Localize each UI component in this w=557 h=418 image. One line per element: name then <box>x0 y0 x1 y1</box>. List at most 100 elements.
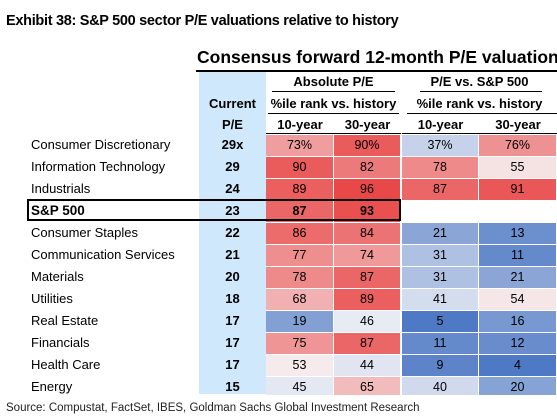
rel30-percentile-cell: 20 <box>479 377 556 395</box>
abs-10yr-header: 10-year <box>277 117 323 132</box>
relative-pe-header: P/E vs. S&P 500 <box>430 74 529 89</box>
abs-rank-underline <box>268 113 399 114</box>
abs-30yr-header: 30-year <box>344 117 391 132</box>
current-pe-value: 29 <box>225 159 240 174</box>
abs30-percentile-cell: 96 <box>334 179 400 200</box>
abs10-percentile-cell: 45 <box>266 377 333 395</box>
sector-name: Information Technology <box>31 159 166 174</box>
rel30-percentile-cell: 55 <box>479 157 556 178</box>
abs30-percentile-cell: 93 <box>334 201 400 222</box>
rel10-percentile-cell: 11 <box>402 333 478 354</box>
current-pe-value: 24 <box>225 181 240 196</box>
table-row: Financials 17 75 87 11 12 <box>27 332 557 354</box>
rel10-percentile-cell: 78 <box>402 157 478 178</box>
rel30-percentile-cell: 12 <box>479 333 556 354</box>
current-pe-value: 17 <box>225 335 240 350</box>
rel10-percentile-cell: 37% <box>402 135 478 156</box>
table-row: Consumer Staples 22 86 84 21 13 <box>27 222 557 244</box>
rel10-percentile-cell: 41 <box>402 289 478 310</box>
rel30-percentile-cell: 91 <box>479 179 556 200</box>
abs10-percentile-cell: 89 <box>266 179 333 200</box>
current-pe-value: 22 <box>225 225 240 240</box>
valuation-table: Consensus forward 12-month P/E valuation… <box>27 45 557 395</box>
abs10-percentile-cell: 78 <box>266 267 333 288</box>
sector-name: Materials <box>31 269 84 284</box>
sector-name: Industrials <box>31 181 91 196</box>
table-row: Energy 15 45 65 40 20 <box>27 376 557 395</box>
current-pe-value: 29x <box>221 137 244 152</box>
current-pe-value: 23 <box>225 203 240 218</box>
relative-pe-underline <box>420 91 542 92</box>
abs10-percentile-cell: 77 <box>266 245 333 266</box>
table-row: Communication Services 21 77 74 31 11 <box>27 244 557 266</box>
current-pe-column-shade <box>199 72 266 394</box>
table-row: Information Technology 29 90 82 78 55 <box>27 156 557 178</box>
sector-name: Consumer Staples <box>31 225 138 240</box>
abs30-percentile-cell: 74 <box>334 245 400 266</box>
table-row: Industrials 24 89 96 87 91 <box>27 178 557 200</box>
absolute-pe-underline <box>272 91 395 92</box>
current-pe-value: 17 <box>225 313 240 328</box>
current-pe-value: 18 <box>225 291 240 306</box>
sector-name: Consumer Discretionary <box>31 137 171 152</box>
source-note: Source: Compustat, FactSet, IBES, Goldma… <box>6 402 420 414</box>
title-rule <box>196 70 557 72</box>
table-title: Consensus forward 12-month P/E valuation <box>197 47 557 67</box>
abs10-percentile-cell: 73% <box>266 135 333 156</box>
rel10-percentile-cell: 9 <box>402 355 478 376</box>
abs10-percentile-cell: 53 <box>266 355 333 376</box>
table-row: S&P 500 23 87 93 <box>27 200 557 222</box>
table-row: Materials 20 78 87 31 21 <box>27 266 557 288</box>
abs10-percentile-cell: 90 <box>266 157 333 178</box>
sector-name: Financials <box>31 335 90 350</box>
section-divider <box>401 72 402 394</box>
rel10-percentile-cell: 87 <box>402 179 478 200</box>
rel10-percentile-cell: 31 <box>402 267 478 288</box>
rel10-percentile-cell: 5 <box>402 311 478 332</box>
header-rule <box>266 133 557 134</box>
abs30-percentile-cell: 46 <box>334 311 400 332</box>
abs10-percentile-cell: 75 <box>266 333 333 354</box>
current-pe-value: 17 <box>225 357 240 372</box>
abs10-percentile-cell: 68 <box>266 289 333 310</box>
abs30-percentile-cell: 84 <box>334 223 400 244</box>
rel-10yr-header: 10-year <box>417 117 464 132</box>
current-pe-value: 15 <box>225 379 240 394</box>
current-pe-value: 21 <box>225 247 240 262</box>
sector-name: Utilities <box>31 291 73 306</box>
table-row: Utilities 18 68 89 41 54 <box>27 288 557 310</box>
current-pe-value: 20 <box>225 269 240 284</box>
abs10-percentile-cell: 87 <box>266 201 333 222</box>
rel30-percentile-cell: 76% <box>479 135 556 156</box>
rel30-percentile-cell: 21 <box>479 267 556 288</box>
rel-30yr-header: 30-year <box>495 117 541 132</box>
abs30-percentile-cell: 87 <box>334 267 400 288</box>
table-row: Health Care 17 53 44 9 4 <box>27 354 557 376</box>
sector-name: Communication Services <box>31 247 175 262</box>
rel30-percentile-cell: 4 <box>479 355 556 376</box>
abs30-percentile-cell: 90% <box>334 135 400 156</box>
rel30-percentile-cell: 54 <box>479 289 556 310</box>
absolute-pe-header: Absolute P/E <box>293 74 374 89</box>
abs-rank-header: %ile rank vs. history <box>270 96 397 111</box>
rel-rank-header: %ile rank vs. history <box>416 96 543 111</box>
abs30-percentile-cell: 89 <box>334 289 400 310</box>
rel30-percentile-cell: 16 <box>479 311 556 332</box>
table-row: Consumer Discretionary 29x 73% 90% 37% 76% <box>27 134 557 156</box>
abs30-percentile-cell: 82 <box>334 157 400 178</box>
sector-name: Health Care <box>31 357 101 372</box>
abs30-percentile-cell: 87 <box>334 333 400 354</box>
abs10-percentile-cell: 86 <box>266 223 333 244</box>
rel-rank-underline <box>407 113 557 114</box>
rel10-percentile-cell: 40 <box>402 377 478 395</box>
current-header: Current <box>209 96 256 111</box>
pe-header: P/E <box>222 117 243 132</box>
rel10-percentile-cell: 21 <box>402 223 478 244</box>
exhibit-title: Exhibit 38: S&P 500 sector P/E valuation… <box>6 13 399 29</box>
sector-name: S&P 500 <box>31 203 85 218</box>
abs10-percentile-cell: 19 <box>266 311 333 332</box>
abs30-percentile-cell: 65 <box>334 377 400 395</box>
rel30-percentile-cell: 11 <box>479 245 556 266</box>
sector-name: Energy <box>31 379 73 394</box>
rel30-percentile-cell: 13 <box>479 223 556 244</box>
